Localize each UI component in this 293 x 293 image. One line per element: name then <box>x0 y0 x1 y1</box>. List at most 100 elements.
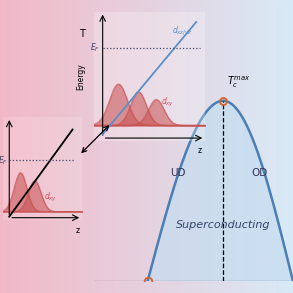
Bar <box>192 0 193 293</box>
Bar <box>70 0 71 293</box>
Bar <box>253 0 254 293</box>
Bar <box>234 0 235 293</box>
Bar <box>124 0 125 293</box>
Bar <box>135 0 136 293</box>
Bar <box>158 0 159 293</box>
Bar <box>87 0 88 293</box>
Bar <box>81 0 82 293</box>
Bar <box>156 0 157 293</box>
Bar <box>82 0 84 293</box>
Bar <box>150 0 151 293</box>
Bar <box>175 0 176 293</box>
Bar <box>278 0 279 293</box>
Bar <box>154 0 156 293</box>
Bar <box>200 0 202 293</box>
Bar <box>105 0 106 293</box>
Bar <box>134 0 135 293</box>
Bar <box>207 0 208 293</box>
Bar <box>67 0 69 293</box>
Bar <box>251 0 252 293</box>
Bar <box>177 0 178 293</box>
Bar <box>115 0 116 293</box>
Bar <box>48 0 49 293</box>
Bar <box>261 0 262 293</box>
Bar <box>109 0 110 293</box>
Bar <box>246 0 247 293</box>
Bar <box>106 0 108 293</box>
Bar <box>130 0 132 293</box>
Bar <box>235 0 236 293</box>
Bar <box>43 0 45 293</box>
Bar <box>184 0 185 293</box>
Text: UD: UD <box>170 168 185 178</box>
Bar <box>13 0 14 293</box>
Bar <box>15 0 16 293</box>
Bar <box>63 0 64 293</box>
Polygon shape <box>148 101 293 281</box>
Bar <box>74 0 76 293</box>
Bar <box>265 0 267 293</box>
Bar <box>256 0 258 293</box>
Bar <box>239 0 240 293</box>
Bar <box>204 0 205 293</box>
Bar <box>191 0 192 293</box>
Bar <box>0 0 1 293</box>
Bar <box>73 0 74 293</box>
Bar <box>209 0 211 293</box>
Bar <box>1 0 2 293</box>
Bar <box>113 0 115 293</box>
Bar <box>291 0 292 293</box>
Bar <box>47 0 48 293</box>
Bar <box>163 0 164 293</box>
Bar <box>33 0 34 293</box>
Text: z: z <box>197 146 202 155</box>
Bar <box>146 0 148 293</box>
Bar <box>259 0 260 293</box>
Bar <box>292 0 293 293</box>
Bar <box>198 0 199 293</box>
Bar <box>56 0 57 293</box>
Bar <box>145 0 146 293</box>
Bar <box>108 0 109 293</box>
Bar <box>97 0 98 293</box>
Bar <box>50 0 52 293</box>
Bar <box>117 0 118 293</box>
Bar <box>284 0 285 293</box>
Bar <box>17 0 18 293</box>
Text: z: z <box>76 226 80 235</box>
Text: Superconducting: Superconducting <box>176 219 270 229</box>
Bar <box>262 0 263 293</box>
Bar <box>190 0 191 293</box>
Bar <box>153 0 154 293</box>
Bar <box>133 0 134 293</box>
Bar <box>217 0 219 293</box>
Bar <box>52 0 53 293</box>
Bar <box>212 0 213 293</box>
Bar <box>10 0 11 293</box>
Bar <box>122 0 124 293</box>
Bar <box>18 0 19 293</box>
Bar <box>86 0 87 293</box>
Bar <box>5 0 6 293</box>
Bar <box>19 0 21 293</box>
Bar <box>128 0 129 293</box>
Text: Energy: Energy <box>76 63 85 90</box>
Bar <box>248 0 250 293</box>
Bar <box>275 0 276 293</box>
Bar <box>240 0 241 293</box>
Text: $E_F$: $E_F$ <box>0 154 8 166</box>
Text: $d_{xy}$: $d_{xy}$ <box>161 96 174 108</box>
Bar <box>269 0 270 293</box>
Bar <box>180 0 181 293</box>
Bar <box>181 0 182 293</box>
Bar <box>226 0 228 293</box>
Bar <box>100 0 101 293</box>
Bar <box>174 0 175 293</box>
Bar <box>91 0 93 293</box>
Bar <box>21 0 22 293</box>
Bar <box>79 0 80 293</box>
Bar <box>80 0 81 293</box>
Bar <box>182 0 183 293</box>
Bar <box>42 0 43 293</box>
Bar <box>167 0 168 293</box>
